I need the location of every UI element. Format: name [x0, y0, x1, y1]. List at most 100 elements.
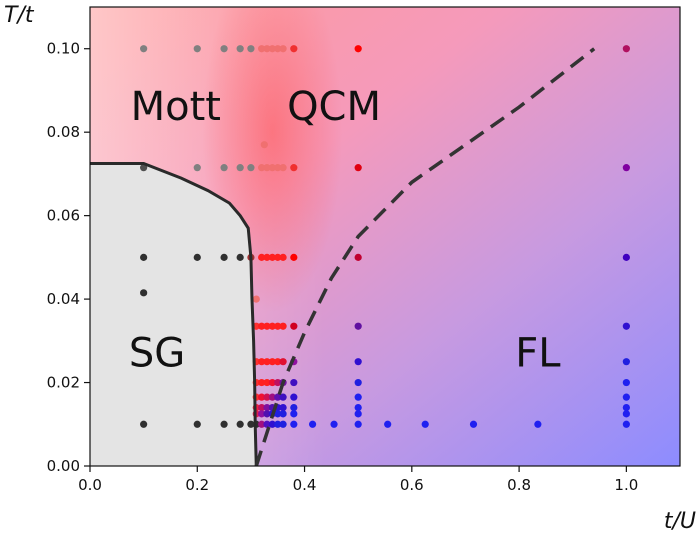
data-point [279, 403, 287, 412]
sg-boundary-line [90, 161, 258, 466]
data-point [354, 358, 362, 366]
data-point [263, 322, 271, 330]
data-point [354, 420, 362, 428]
region-label-qcm: QCM [287, 84, 381, 130]
data-point [290, 403, 298, 412]
data-point [258, 322, 266, 330]
data-point [263, 403, 271, 412]
data-point [260, 141, 268, 149]
data-point [258, 420, 266, 428]
y-tick-label: 0.06 [47, 207, 80, 225]
data-point [274, 378, 282, 387]
x-tick-label: 0.6 [400, 476, 424, 494]
data-point [354, 322, 362, 330]
data-point [274, 322, 282, 330]
data-point [263, 378, 271, 387]
data-point [258, 403, 266, 412]
data-point [247, 45, 255, 53]
data-point [290, 164, 298, 172]
data-point [308, 420, 317, 428]
data-point [354, 403, 362, 412]
data-point [354, 164, 362, 172]
crossover-dashed-line [254, 47, 596, 466]
data-point [258, 410, 266, 418]
data-point [421, 420, 429, 428]
data-point [268, 164, 276, 172]
data-point [193, 45, 201, 53]
data-point [274, 358, 282, 366]
data-point [279, 253, 287, 261]
data-point [622, 410, 630, 418]
data-point [247, 420, 255, 428]
data-point [279, 410, 287, 418]
data-point [263, 410, 271, 418]
data-point [290, 393, 298, 401]
data-point [236, 164, 244, 172]
data-point [263, 45, 271, 53]
data-point [220, 253, 228, 261]
data-point [263, 253, 271, 261]
data-point [236, 253, 244, 261]
data-point [236, 45, 244, 53]
data-point [354, 393, 362, 401]
data-point [274, 420, 282, 428]
region-label-sg: SG [129, 330, 185, 376]
y-tick-label: 0.10 [47, 40, 80, 58]
data-point [140, 289, 148, 297]
data-point [469, 420, 478, 428]
data-point [290, 420, 298, 428]
region-label-mott: Mott [131, 84, 221, 130]
data-point [354, 410, 362, 418]
data-point [290, 322, 298, 330]
data-point [193, 253, 201, 261]
data-point [354, 45, 362, 53]
data-point [274, 164, 282, 172]
data-point [220, 164, 228, 172]
data-point [622, 420, 630, 428]
data-point [220, 45, 228, 53]
region-labels: Mott QCM SG FL [129, 84, 561, 376]
data-point [274, 45, 282, 53]
y-tick-label: 0.00 [47, 457, 80, 475]
data-point [279, 164, 287, 172]
data-point [247, 164, 255, 172]
data-point [263, 420, 271, 428]
data-point [279, 322, 287, 330]
data-point [354, 378, 362, 387]
data-point [268, 45, 276, 53]
data-point [140, 253, 148, 261]
data-point [384, 420, 392, 428]
data-point [274, 410, 282, 418]
data-point [290, 45, 298, 53]
data-point [236, 420, 244, 428]
axes: 0.0 0.2 0.4 0.6 0.8 1.0 0.00 0.02 0.04 0.06 0.08 0.… [47, 40, 639, 494]
sg-region [90, 163, 257, 466]
data-point [258, 45, 266, 53]
data-point [622, 45, 630, 53]
data-point [258, 253, 266, 261]
data-point [263, 393, 271, 401]
data-point [290, 378, 298, 387]
y-tick-label: 0.04 [47, 290, 80, 308]
data-point [279, 45, 287, 53]
data-point [268, 358, 276, 366]
data-point [622, 378, 630, 387]
data-point [193, 420, 201, 428]
data-point [263, 358, 271, 366]
data-point [290, 253, 298, 261]
data-point [268, 378, 276, 387]
data-point [258, 393, 266, 401]
y-tick-label: 0.02 [47, 374, 80, 392]
x-tick-label: 0.2 [185, 476, 209, 494]
data-point [268, 322, 276, 330]
data-point [330, 420, 338, 428]
data-point [279, 393, 287, 401]
data-point [268, 253, 276, 261]
data-point [140, 45, 148, 53]
data-point [258, 164, 266, 172]
data-point [622, 358, 630, 366]
data-point [140, 164, 148, 172]
data-point [263, 164, 271, 172]
data-point [140, 420, 148, 428]
